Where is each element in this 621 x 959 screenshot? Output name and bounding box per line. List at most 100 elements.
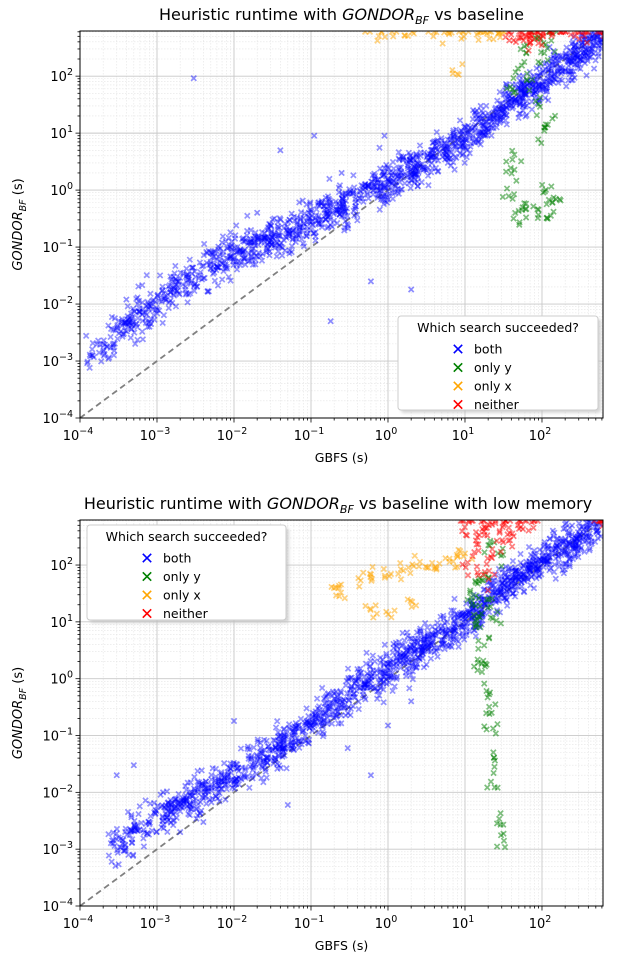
both-point bbox=[579, 523, 587, 530]
both-point bbox=[380, 661, 388, 669]
both-point bbox=[178, 797, 185, 804]
both-point bbox=[345, 674, 352, 682]
both-point bbox=[369, 652, 377, 659]
both-point bbox=[505, 91, 512, 98]
both-point bbox=[274, 760, 281, 768]
both-point bbox=[379, 196, 386, 203]
both-point bbox=[237, 246, 244, 253]
both-point bbox=[466, 149, 473, 157]
both-point bbox=[404, 632, 411, 640]
both-point bbox=[483, 118, 490, 125]
both-point bbox=[244, 258, 252, 265]
both-point bbox=[368, 673, 375, 680]
both-point bbox=[355, 676, 362, 683]
both-point bbox=[205, 788, 212, 795]
both-point bbox=[245, 755, 252, 762]
both-point bbox=[291, 731, 298, 738]
both-point bbox=[181, 797, 189, 804]
both-point bbox=[269, 234, 276, 241]
both-point bbox=[334, 209, 341, 216]
both-point bbox=[293, 735, 300, 742]
both-point bbox=[382, 184, 390, 192]
both-point bbox=[497, 587, 504, 595]
both-point bbox=[497, 586, 504, 593]
both-point bbox=[578, 523, 585, 531]
both-point bbox=[429, 623, 436, 630]
both-point bbox=[284, 801, 292, 809]
both-point bbox=[384, 176, 391, 183]
both-point bbox=[384, 660, 391, 667]
both-point bbox=[553, 53, 561, 60]
both-point bbox=[412, 647, 419, 654]
both-point bbox=[319, 728, 326, 735]
both-point bbox=[382, 183, 389, 191]
only y-point bbox=[484, 694, 491, 701]
both-point bbox=[483, 125, 490, 133]
only x-point bbox=[390, 33, 397, 40]
both-point bbox=[341, 704, 349, 712]
only y-point bbox=[490, 749, 497, 756]
both-point bbox=[136, 308, 143, 315]
both-point bbox=[122, 846, 129, 854]
both-point bbox=[307, 720, 315, 727]
both-point bbox=[560, 570, 568, 577]
both-point bbox=[352, 203, 359, 210]
both-point bbox=[415, 168, 422, 176]
both-point bbox=[159, 817, 167, 825]
both-point bbox=[266, 220, 273, 228]
both-point bbox=[254, 237, 262, 244]
both-point bbox=[335, 189, 343, 196]
both-point bbox=[550, 533, 557, 540]
both-point bbox=[128, 839, 136, 846]
both-point bbox=[309, 217, 316, 225]
both-point bbox=[131, 308, 138, 315]
both-point bbox=[258, 747, 266, 755]
both-point bbox=[544, 71, 551, 79]
both-point bbox=[484, 127, 492, 134]
both-point bbox=[193, 805, 201, 813]
both-point bbox=[570, 51, 577, 59]
both-point bbox=[397, 186, 405, 193]
both-point bbox=[235, 767, 242, 775]
both-point bbox=[571, 538, 578, 546]
both-point bbox=[409, 659, 416, 666]
both-point bbox=[212, 793, 220, 800]
both-point bbox=[339, 196, 347, 203]
both-point bbox=[395, 149, 402, 156]
both-point bbox=[503, 104, 510, 112]
both-point bbox=[379, 680, 387, 687]
both-point bbox=[526, 558, 533, 566]
both-point bbox=[377, 676, 385, 684]
both-point bbox=[572, 545, 580, 552]
both-point bbox=[153, 828, 160, 836]
both-point bbox=[143, 302, 150, 310]
both-point bbox=[508, 579, 515, 587]
both-point bbox=[350, 172, 357, 179]
both-point bbox=[146, 821, 153, 828]
both-point bbox=[362, 183, 369, 191]
both-point bbox=[441, 140, 449, 147]
both-point bbox=[142, 797, 149, 804]
both-point bbox=[423, 643, 430, 651]
both-point bbox=[460, 140, 467, 148]
both-point bbox=[526, 567, 534, 575]
both-point bbox=[383, 653, 390, 660]
both-point bbox=[382, 669, 389, 677]
only x-point bbox=[401, 32, 409, 39]
only x-point bbox=[366, 31, 374, 35]
both-point bbox=[535, 563, 542, 570]
both-point bbox=[463, 600, 470, 607]
both-point bbox=[407, 166, 414, 173]
both-point bbox=[303, 717, 310, 725]
both-point bbox=[526, 567, 534, 574]
both-point bbox=[343, 205, 351, 212]
both-point bbox=[443, 143, 450, 150]
both-point bbox=[304, 719, 312, 726]
both-point bbox=[476, 132, 484, 139]
both-point bbox=[460, 618, 467, 625]
both-point bbox=[139, 336, 147, 343]
both-point bbox=[145, 818, 152, 826]
both-point bbox=[216, 250, 224, 258]
both-point bbox=[516, 110, 523, 117]
both-point bbox=[289, 734, 296, 741]
